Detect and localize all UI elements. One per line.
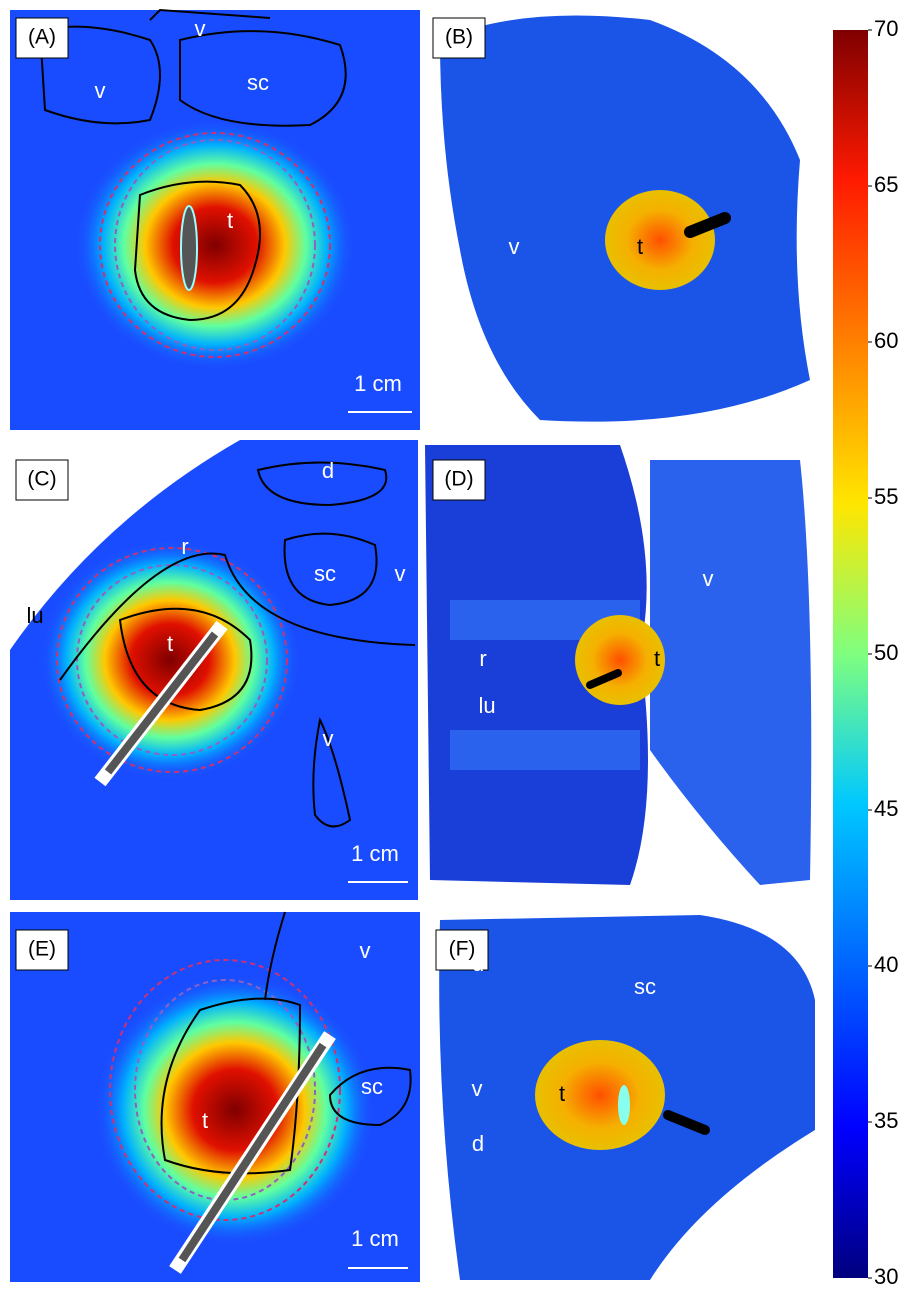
region-label: sc (634, 974, 656, 999)
region-label: lu (478, 693, 495, 718)
region-label: r (479, 646, 486, 671)
region-label: sc (247, 70, 269, 95)
panel-d: (D) v r t lu (425, 445, 812, 885)
colorbar-tick-label: 50 (874, 640, 898, 665)
panel-b: (B) t v (432, 15, 810, 422)
region-label: lu (26, 603, 43, 628)
region-label: t (654, 646, 660, 671)
colorbar-tick-label: 65 (874, 172, 898, 197)
region-label: sc (314, 561, 336, 586)
colorbar-tick-label: 60 (874, 328, 898, 353)
region-label: t (559, 1081, 565, 1106)
colorbar-tick-label: 35 (874, 1108, 898, 1133)
panel-label: (E) (28, 938, 56, 961)
region-label: d (322, 458, 334, 483)
colorbar-tick-label: 45 (874, 796, 898, 821)
panel-a: (A) v v sc t 1 cm (10, 8, 420, 430)
panel-label: (A) (28, 26, 56, 49)
panel-c: (C) d r sc v lu t v 1 cm (10, 440, 418, 900)
region-label: t (637, 234, 643, 259)
panel-label: (D) (444, 468, 473, 491)
region-label: v (472, 1076, 483, 1101)
region-label: t (202, 1108, 208, 1133)
panel-label: (C) (27, 468, 56, 491)
colorbar-tick-label: 55 (874, 484, 898, 509)
region-label: v (703, 566, 714, 591)
region-label: v (323, 726, 334, 751)
region-label: sc (361, 1074, 383, 1099)
panel-f: (F) d sc v t d (435, 915, 815, 1280)
colorbar-tick-label: 40 (874, 952, 898, 977)
panel-label: (F) (449, 938, 476, 961)
scale-bar: 1 cm (354, 371, 402, 396)
panel-label: (B) (445, 26, 473, 49)
panel-e: (E) v sc t 1 cm (10, 911, 420, 1282)
scale-bar: 1 cm (351, 1226, 399, 1251)
region-label: v (509, 234, 520, 259)
region-label: v (395, 561, 406, 586)
region-label: v (95, 78, 106, 103)
colorbar-tick-label: 30 (874, 1264, 898, 1289)
colorbar (833, 30, 868, 1278)
region-label: d (472, 1131, 484, 1156)
region-label: t (167, 631, 173, 656)
scale-bar: 1 cm (351, 841, 399, 866)
region-label: r (181, 534, 188, 559)
region-label: t (227, 208, 233, 233)
region-label: v (360, 938, 371, 963)
colorbar-tick-label: 70 (874, 16, 898, 41)
region-label: v (195, 16, 206, 41)
region-label: d (472, 951, 484, 976)
